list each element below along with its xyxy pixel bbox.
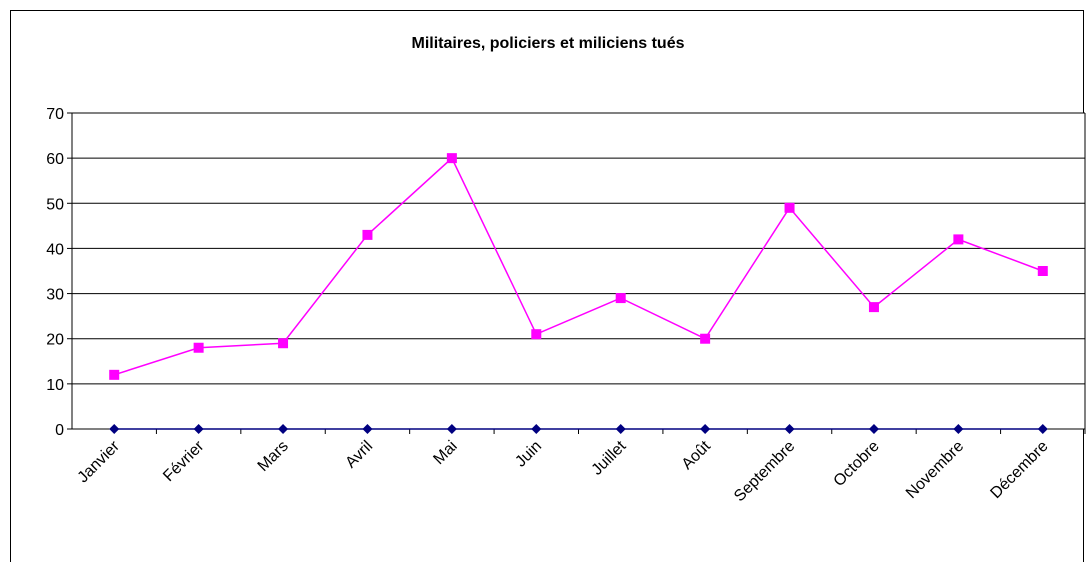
marker: [1037, 266, 1048, 276]
marker: [193, 342, 204, 353]
y-tick-label: 20: [46, 332, 64, 349]
marker: [700, 424, 711, 434]
y-tick-label: 70: [46, 106, 64, 123]
y-tick-label: 10: [46, 377, 64, 394]
marker: [953, 424, 964, 434]
marker: [615, 293, 626, 304]
marker: [446, 424, 457, 434]
marker: [446, 153, 457, 164]
marker: [953, 234, 964, 245]
marker: [109, 424, 120, 434]
y-tick-label: 30: [46, 287, 64, 304]
marker: [278, 338, 289, 349]
y-tick-label: 0: [55, 422, 64, 439]
marker: [1037, 424, 1048, 434]
marker: [531, 329, 542, 340]
chart-title: Militaires, policiers et miliciens tués: [412, 35, 685, 52]
marker: [784, 424, 795, 434]
marker: [531, 424, 542, 434]
marker: [278, 424, 289, 434]
marker: [109, 369, 120, 380]
marker: [362, 424, 373, 434]
plot-area: [72, 113, 1085, 429]
marker: [784, 202, 795, 213]
marker: [615, 424, 626, 434]
y-tick-label: 40: [46, 241, 64, 258]
marker: [193, 424, 204, 434]
marker: [868, 424, 879, 434]
series-line: [113, 156, 1044, 376]
y-tick-label: 60: [46, 151, 64, 168]
marker: [700, 333, 711, 344]
y-tick-label: 50: [46, 196, 64, 213]
marker: [362, 229, 373, 240]
marker: [868, 302, 879, 313]
